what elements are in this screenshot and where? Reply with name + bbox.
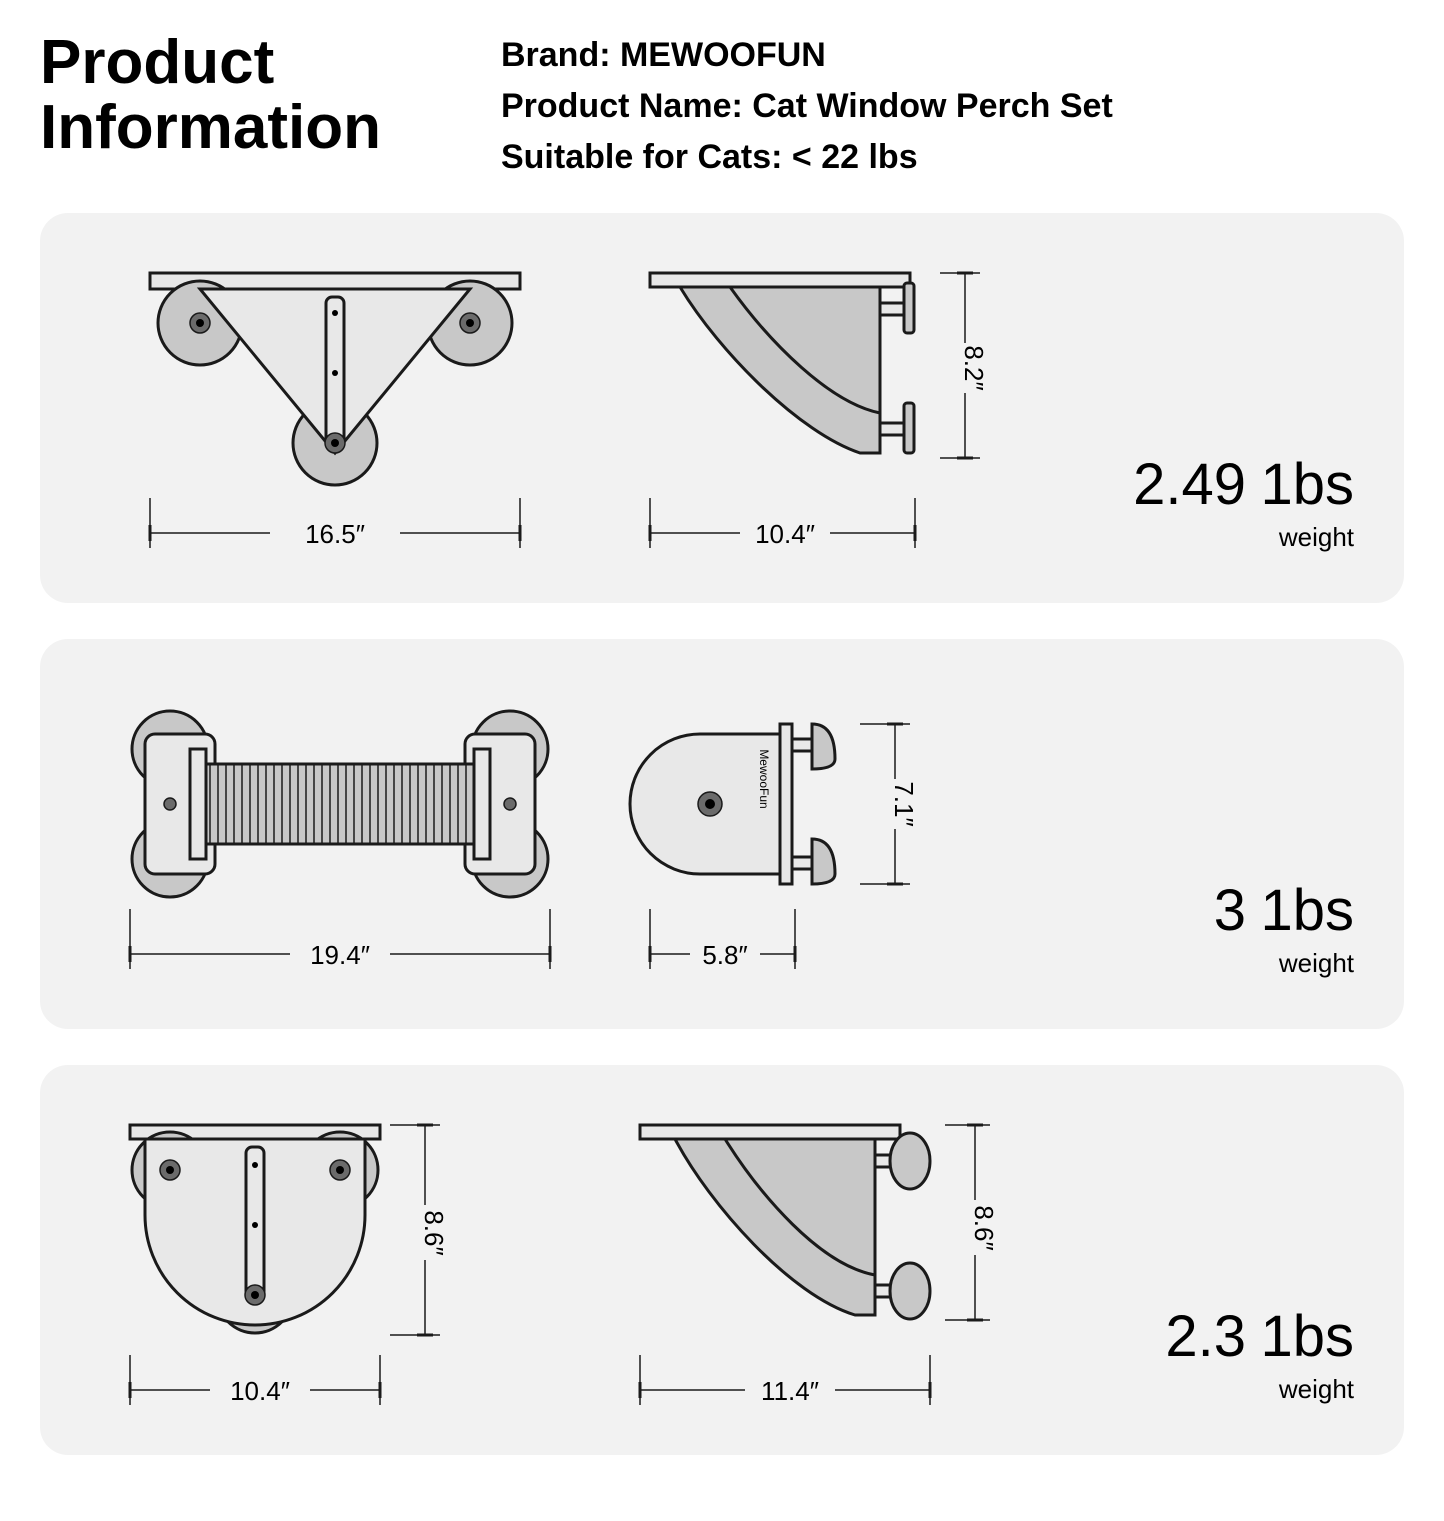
panel1-front-svg: 16.5″	[90, 253, 590, 573]
header: Product Information Brand: MEWOOFUN Prod…	[40, 30, 1404, 183]
weight-value: 2.49	[1133, 452, 1246, 517]
title-line1: Product	[40, 28, 274, 97]
panel3-front-svg: 8.6″ 10.4″	[90, 1105, 590, 1425]
weight-label: weight	[1070, 948, 1354, 979]
weight-unit: 1bs	[1260, 452, 1354, 517]
suitable-label: Suitable for Cats:	[501, 138, 792, 176]
product-value: Cat Window Perch Set	[752, 87, 1113, 125]
panel3-weight: 2.3 1bs weight	[1070, 1303, 1354, 1425]
product-meta: Brand: MEWOOFUN Product Name: Cat Window…	[501, 30, 1113, 183]
panel1-front-width: 16.5″	[305, 519, 365, 549]
brand-label: Brand:	[501, 36, 620, 74]
weight-label: weight	[1070, 522, 1354, 553]
product-row: Product Name: Cat Window Perch Set	[501, 81, 1113, 132]
weight-value: 3	[1214, 878, 1246, 943]
panel2-brand-text: MewooFun	[757, 749, 771, 808]
weight-value: 2.3	[1165, 1304, 1246, 1369]
spec-panel-2: 19.4″ MewooFun 7.1″	[40, 639, 1404, 1029]
weight-unit: 1bs	[1260, 1304, 1354, 1369]
weight-unit: 1bs	[1260, 878, 1354, 943]
panel2-front-svg: 19.4″	[90, 679, 590, 999]
panel3-front-height: 8.6″	[419, 1210, 449, 1255]
panel1-weight: 2.49 1bs weight	[1070, 451, 1354, 573]
panel3-side-view: 8.6″ 11.4″	[620, 1105, 1040, 1425]
panel3-side-depth: 11.4″	[761, 1376, 819, 1406]
panel2-side-svg: MewooFun 7.1″ 5.8″	[620, 679, 1040, 999]
weight-label: weight	[1070, 1374, 1354, 1405]
panel3-side-height: 8.6″	[969, 1205, 999, 1250]
title-line2: Information	[40, 93, 381, 162]
panel3-front-view: 8.6″ 10.4″	[90, 1105, 590, 1425]
panel1-side-view: 8.2″ 10.4″	[620, 253, 1040, 573]
panel1-side-depth: 10.4″	[755, 519, 815, 549]
brand-value: MEWOOFUN	[620, 36, 826, 74]
panel2-front-view: 19.4″	[90, 679, 590, 999]
panel2-front-width: 19.4″	[310, 940, 370, 970]
panel3-side-svg: 8.6″ 11.4″	[620, 1105, 1040, 1425]
brand-row: Brand: MEWOOFUN	[501, 30, 1113, 81]
panel2-weight: 3 1bs weight	[1070, 877, 1354, 999]
panel2-side-height: 7.1″	[889, 781, 919, 826]
panel2-side-view: MewooFun 7.1″ 5.8″	[620, 679, 1040, 999]
page-title: Product Information	[40, 30, 381, 160]
spec-panel-1: 16.5″ 8.2″	[40, 213, 1404, 603]
spec-panel-3: 8.6″ 10.4″ 8.6	[40, 1065, 1404, 1455]
suitable-value: < 22 lbs	[792, 138, 918, 176]
suitable-row: Suitable for Cats: < 22 lbs	[501, 132, 1113, 183]
panel1-side-svg: 8.2″ 10.4″	[620, 253, 1040, 573]
panel3-front-width: 10.4″	[230, 1376, 290, 1406]
panel1-front-view: 16.5″	[90, 253, 590, 573]
panel2-side-depth: 5.8″	[702, 940, 747, 970]
product-label: Product Name:	[501, 87, 752, 125]
panel1-side-height: 8.2″	[959, 345, 989, 390]
